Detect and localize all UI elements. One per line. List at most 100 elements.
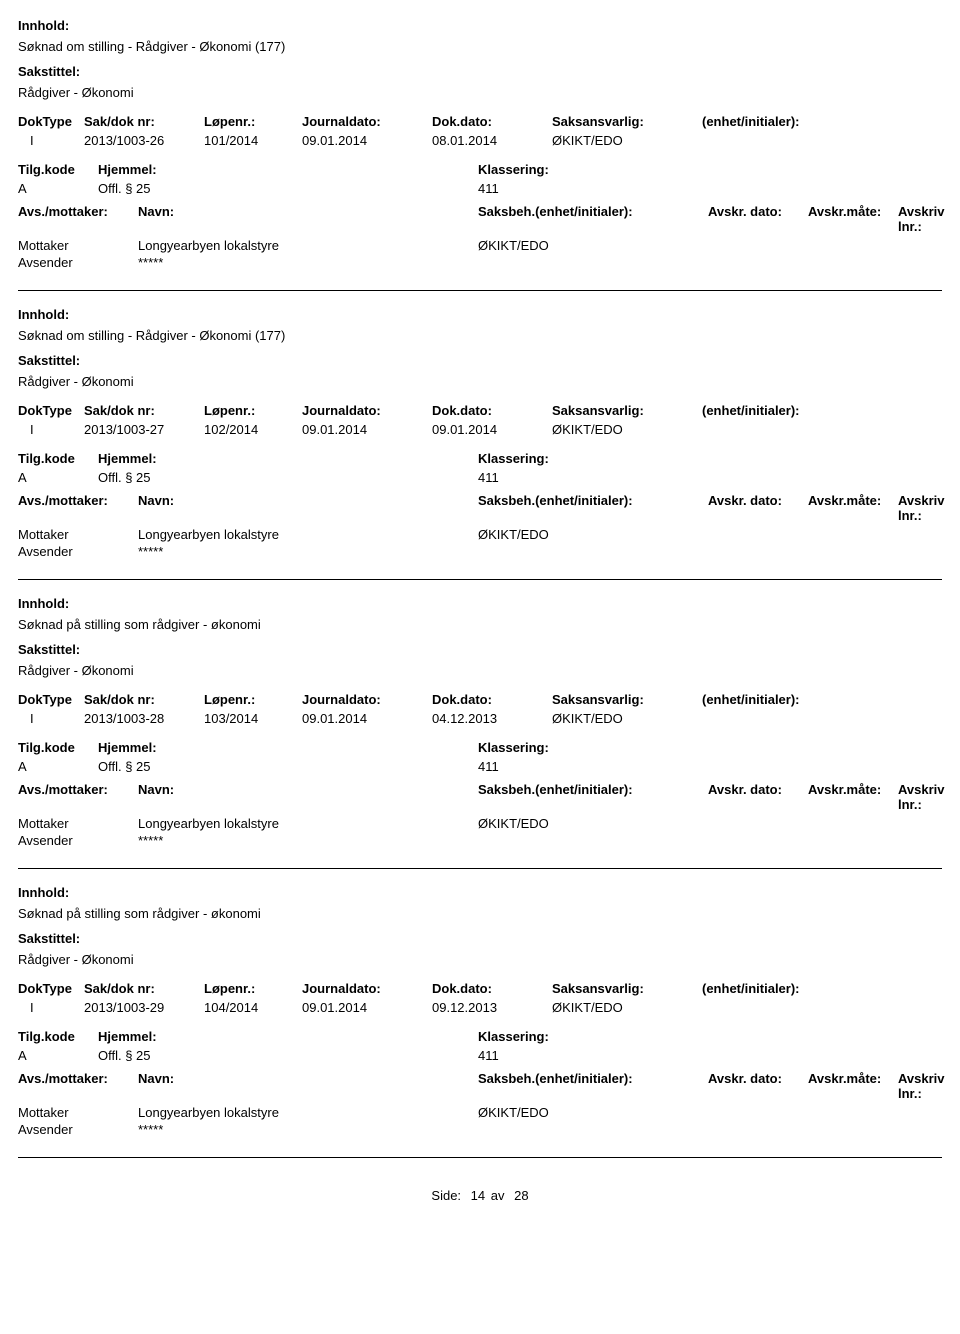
- page-current: 14: [471, 1188, 485, 1203]
- journaldato-value: 09.01.2014: [302, 1000, 432, 1015]
- avskrmate-label: Avskr.måte:: [808, 204, 898, 234]
- saksansvarlig-value: ØKIKT/EDO: [552, 422, 702, 437]
- saksansvarlig-label: Saksansvarlig:: [552, 114, 702, 129]
- avskrdato-label: Avskr. dato:: [708, 493, 808, 523]
- sakdok-label: Sak/dok nr:: [84, 114, 204, 129]
- doktype-label: DokType: [18, 114, 84, 129]
- sakdok-label: Sak/dok nr:: [84, 692, 204, 707]
- lopenr-value: 103/2014: [204, 711, 302, 726]
- page-join: av: [491, 1188, 505, 1203]
- saksbeh-label: Saksbeh.(enhet/initialer):: [478, 204, 708, 234]
- dokdato-value: 04.12.2013: [432, 711, 552, 726]
- tilgkode-label: Tilg.kode: [18, 740, 98, 755]
- page-total: 28: [514, 1188, 528, 1203]
- avskrmate-label: Avskr.måte:: [808, 493, 898, 523]
- hjemmel-value: Offl. § 25: [98, 470, 478, 485]
- sakstittel-value: Rådgiver - Økonomi: [18, 663, 942, 678]
- journal-entry: Innhold: Søknad om stilling - Rådgiver -…: [18, 8, 942, 291]
- enhet-value: [702, 422, 942, 437]
- avsender-label: Avsender: [18, 544, 138, 559]
- saksansvarlig-label: Saksansvarlig:: [552, 403, 702, 418]
- dokdato-label: Dok.dato:: [432, 403, 552, 418]
- journal-page: Innhold: Søknad om stilling - Rådgiver -…: [0, 0, 960, 1233]
- lopenr-label: Løpenr.:: [204, 403, 302, 418]
- mottaker-navn: Longyearbyen lokalstyre: [138, 238, 478, 253]
- journal-entry: Innhold: Søknad om stilling - Rådgiver -…: [18, 297, 942, 580]
- enhet-label: (enhet/initialer):: [702, 692, 942, 707]
- avskrivlnr-label: Avskriv lnr.:: [898, 204, 945, 234]
- sakstittel-value: Rådgiver - Økonomi: [18, 85, 942, 100]
- avskrmate-label: Avskr.måte:: [808, 782, 898, 812]
- saksansvarlig-value: ØKIKT/EDO: [552, 133, 702, 148]
- dokdato-value: 08.01.2014: [432, 133, 552, 148]
- klassering-value: 411: [478, 181, 942, 196]
- dokdato-label: Dok.dato:: [432, 692, 552, 707]
- sakdok-label: Sak/dok nr:: [84, 403, 204, 418]
- avsender-label: Avsender: [18, 833, 138, 848]
- sakdok-label: Sak/dok nr:: [84, 981, 204, 996]
- mottaker-saksbeh: ØKIKT/EDO: [478, 238, 942, 253]
- tilgkode-value: A: [18, 759, 98, 774]
- avsender-label: Avsender: [18, 1122, 138, 1137]
- doktype-value: I: [18, 1000, 84, 1015]
- enhet-value: [702, 133, 942, 148]
- innhold-label: Innhold:: [18, 18, 942, 33]
- saksbeh-label: Saksbeh.(enhet/initialer):: [478, 493, 708, 523]
- journaldato-label: Journaldato:: [302, 403, 432, 418]
- lopenr-value: 104/2014: [204, 1000, 302, 1015]
- lopenr-label: Løpenr.:: [204, 981, 302, 996]
- mottaker-saksbeh: ØKIKT/EDO: [478, 1105, 942, 1120]
- journal-entry: Innhold: Søknad på stilling som rådgiver…: [18, 875, 942, 1158]
- mottaker-label: Mottaker: [18, 527, 138, 542]
- avsmottaker-label: Avs./mottaker:: [18, 493, 138, 523]
- saksansvarlig-label: Saksansvarlig:: [552, 692, 702, 707]
- sakstittel-label: Sakstittel:: [18, 353, 942, 368]
- mottaker-label: Mottaker: [18, 238, 138, 253]
- doktype-label: DokType: [18, 403, 84, 418]
- mottaker-navn: Longyearbyen lokalstyre: [138, 816, 478, 831]
- journaldato-label: Journaldato:: [302, 981, 432, 996]
- tilgkode-value: A: [18, 1048, 98, 1063]
- side-label: Side:: [431, 1188, 461, 1203]
- hjemmel-label: Hjemmel:: [98, 162, 478, 177]
- avsender-label: Avsender: [18, 255, 138, 270]
- avsender-navn: *****: [138, 833, 478, 848]
- enhet-value: [702, 711, 942, 726]
- saksbeh-label: Saksbeh.(enhet/initialer):: [478, 1071, 708, 1101]
- klassering-label: Klassering:: [478, 740, 942, 755]
- dokdato-label: Dok.dato:: [432, 114, 552, 129]
- navn-label: Navn:: [138, 204, 478, 234]
- hjemmel-value: Offl. § 25: [98, 759, 478, 774]
- avsender-navn: *****: [138, 255, 478, 270]
- sakdok-value: 2013/1003-29: [84, 1000, 204, 1015]
- sakstittel-label: Sakstittel:: [18, 642, 942, 657]
- innhold-value: Søknad om stilling - Rådgiver - Økonomi …: [18, 328, 942, 343]
- journal-entry: Innhold: Søknad på stilling som rådgiver…: [18, 586, 942, 869]
- avsender-navn: *****: [138, 1122, 478, 1137]
- innhold-label: Innhold:: [18, 596, 942, 611]
- saksansvarlig-value: ØKIKT/EDO: [552, 1000, 702, 1015]
- hjemmel-label: Hjemmel:: [98, 451, 478, 466]
- saksansvarlig-label: Saksansvarlig:: [552, 981, 702, 996]
- enhet-label: (enhet/initialer):: [702, 403, 942, 418]
- avsmottaker-label: Avs./mottaker:: [18, 204, 138, 234]
- navn-label: Navn:: [138, 782, 478, 812]
- sakdok-value: 2013/1003-26: [84, 133, 204, 148]
- klassering-label: Klassering:: [478, 162, 942, 177]
- avsmottaker-label: Avs./mottaker:: [18, 782, 138, 812]
- avskrdato-label: Avskr. dato:: [708, 782, 808, 812]
- innhold-label: Innhold:: [18, 885, 942, 900]
- avskrivlnr-label: Avskriv lnr.:: [898, 782, 945, 812]
- klassering-label: Klassering:: [478, 451, 942, 466]
- dokdato-value: 09.12.2013: [432, 1000, 552, 1015]
- tilgkode-label: Tilg.kode: [18, 451, 98, 466]
- innhold-value: Søknad på stilling som rådgiver - økonom…: [18, 906, 942, 921]
- mottaker-label: Mottaker: [18, 816, 138, 831]
- innhold-value: Søknad om stilling - Rådgiver - Økonomi …: [18, 39, 942, 54]
- tilgkode-value: A: [18, 470, 98, 485]
- tilgkode-label: Tilg.kode: [18, 162, 98, 177]
- hjemmel-label: Hjemmel:: [98, 740, 478, 755]
- hjemmel-value: Offl. § 25: [98, 181, 478, 196]
- sakstittel-value: Rådgiver - Økonomi: [18, 374, 942, 389]
- sakstittel-label: Sakstittel:: [18, 64, 942, 79]
